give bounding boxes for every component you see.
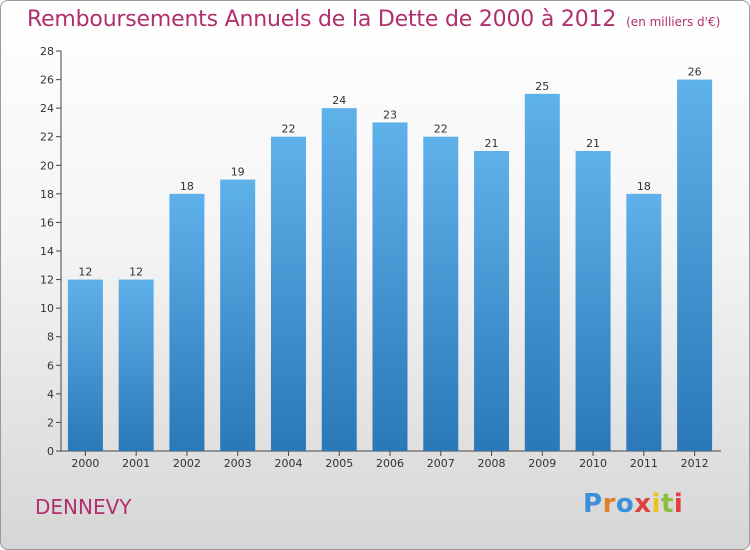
y-tick-label: 22 [40, 131, 54, 144]
bar [169, 193, 205, 451]
data-label: 21 [485, 137, 499, 150]
y-tick-label: 0 [47, 445, 54, 458]
bar [626, 193, 662, 451]
x-tick-label: 2002 [173, 457, 201, 470]
data-label: 18 [637, 180, 651, 193]
logo-letter: i [673, 489, 684, 519]
x-tick-label: 2010 [579, 457, 607, 470]
x-tick-label: 2009 [528, 457, 556, 470]
data-label: 22 [281, 123, 295, 136]
logo-letter: r [602, 489, 616, 519]
x-tick-label: 2011 [630, 457, 658, 470]
y-tick-label: 10 [40, 302, 54, 315]
y-tick-label: 12 [40, 274, 54, 287]
x-tick-label: 2004 [274, 457, 302, 470]
x-tick-label: 2008 [478, 457, 506, 470]
commune-name: DENNEVY [35, 495, 132, 519]
y-tick-label: 6 [47, 359, 54, 372]
data-label: 26 [688, 66, 702, 79]
data-label: 21 [586, 137, 600, 150]
data-label: 12 [129, 266, 143, 279]
bar [372, 122, 408, 451]
y-tick-label: 26 [40, 74, 54, 87]
logo-letter: P [583, 489, 603, 519]
labels: 12 12 18 19 22 24 23 22 21 25 21 18 26 [78, 66, 701, 279]
bars [67, 79, 713, 452]
logo-letter: t [660, 489, 674, 519]
y-tick-label: 18 [40, 188, 54, 201]
bar [220, 179, 256, 452]
data-label: 24 [332, 94, 346, 107]
data-label: 23 [383, 108, 397, 121]
y-tick-label: 20 [40, 159, 54, 172]
x-tick-label: 2000 [71, 457, 99, 470]
bar [270, 136, 306, 451]
y-tick-label: 2 [47, 416, 54, 429]
unit-label: (en milliers d'€) [626, 15, 721, 29]
data-label: 19 [231, 166, 245, 179]
bar [524, 93, 560, 451]
logo-letter: i [651, 489, 661, 519]
y-tick-label: 28 [40, 45, 54, 58]
y-tick-label: 4 [47, 388, 54, 401]
bar [67, 279, 103, 451]
logo-letter: x [634, 489, 652, 519]
x-tick-label: 2005 [325, 457, 353, 470]
x-tick-label: 2012 [681, 457, 709, 470]
proxiti-logo[interactable]: Proxiti [583, 489, 683, 519]
bar [321, 108, 357, 452]
bar [118, 279, 154, 451]
bar [423, 136, 459, 451]
bar [575, 151, 611, 451]
bar [474, 151, 510, 451]
data-label: 25 [535, 80, 549, 93]
x-tick-label: 2006 [376, 457, 404, 470]
title-text: Remboursements Annuels de la Dette de 20… [27, 7, 617, 32]
chart-title: Remboursements Annuels de la Dette de 20… [27, 7, 720, 32]
y-tick-label: 8 [47, 331, 54, 344]
x-tick-label: 2001 [122, 457, 150, 470]
bar [677, 79, 713, 452]
y-tick-label: 16 [40, 216, 54, 229]
y-tick-label: 24 [40, 102, 54, 115]
x-tick-label: 2003 [224, 457, 252, 470]
y-tick-label: 14 [40, 245, 54, 258]
data-label: 22 [434, 123, 448, 136]
x-tick-label: 2007 [427, 457, 455, 470]
logo-letter: o [615, 489, 635, 519]
data-label: 18 [180, 180, 194, 193]
data-label: 12 [78, 266, 92, 279]
